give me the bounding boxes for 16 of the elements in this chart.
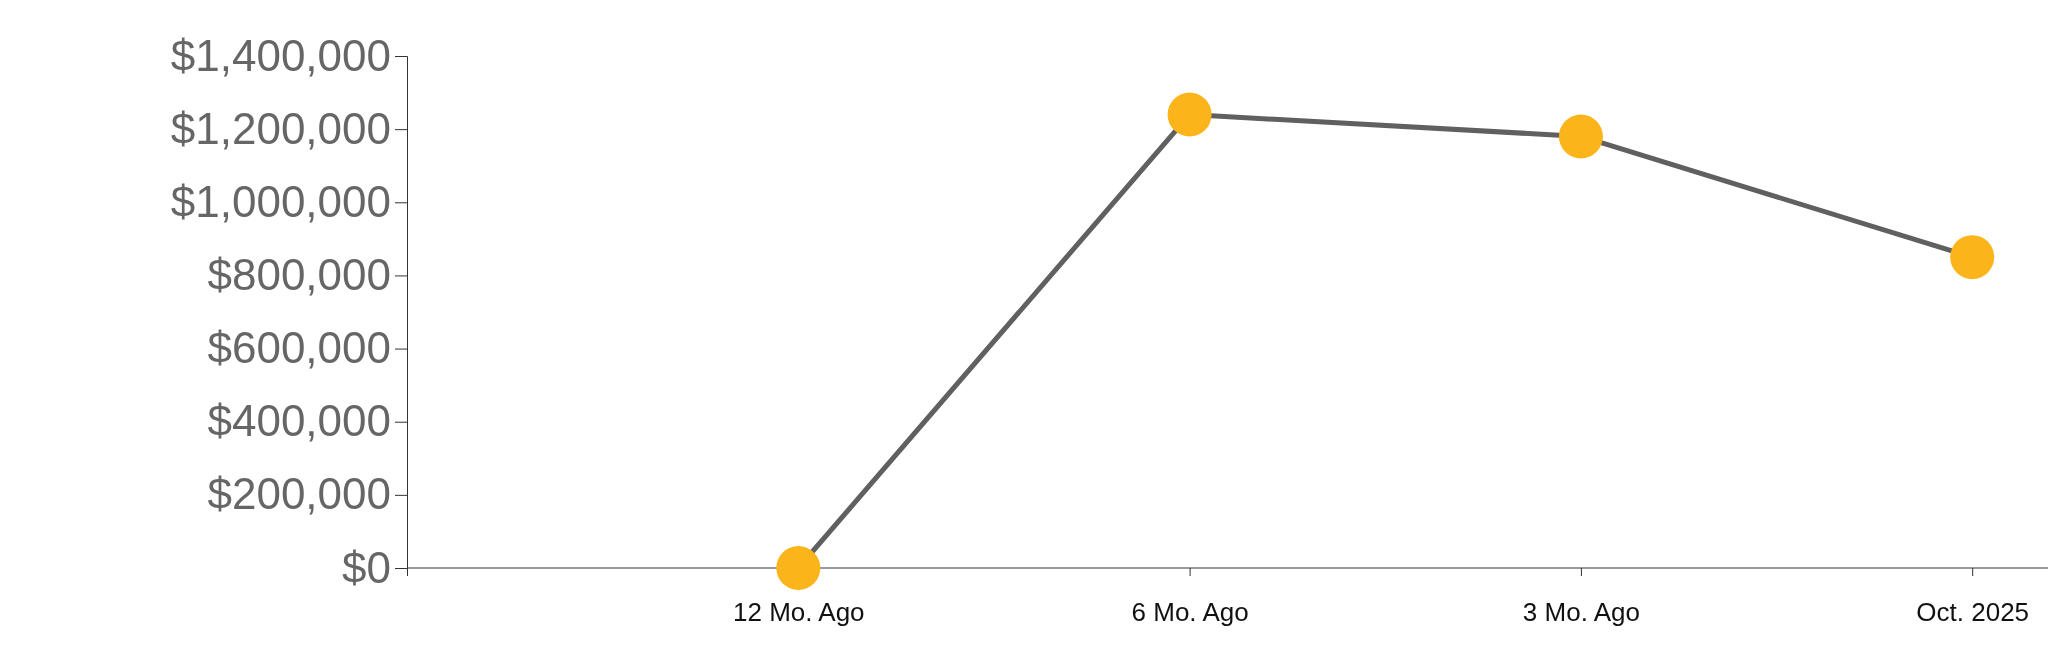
x-tick-label: 6 Mo. Ago [1131,596,1249,627]
point [776,546,821,590]
point [1167,92,1212,137]
x-tick-label: Oct. 2025 [1916,596,2030,627]
y-tick-label: $1,200,000 [170,103,391,153]
x-tick-label: 3 Mo. Ago [1522,596,1640,627]
y-tick-label: $600,000 [207,323,391,373]
y-tick-label: $1,400,000 [170,30,391,80]
point [1950,235,1995,280]
y-tick-label: $400,000 [207,396,391,446]
y-tick-label: $0 [342,542,391,592]
y-tick-label: $800,000 [207,250,391,300]
point [1558,114,1603,159]
y-tick-label: $1,000,000 [170,176,391,226]
x-tick-label: 12 Mo. Ago [733,596,865,627]
y-tick-label: $200,000 [207,469,391,519]
